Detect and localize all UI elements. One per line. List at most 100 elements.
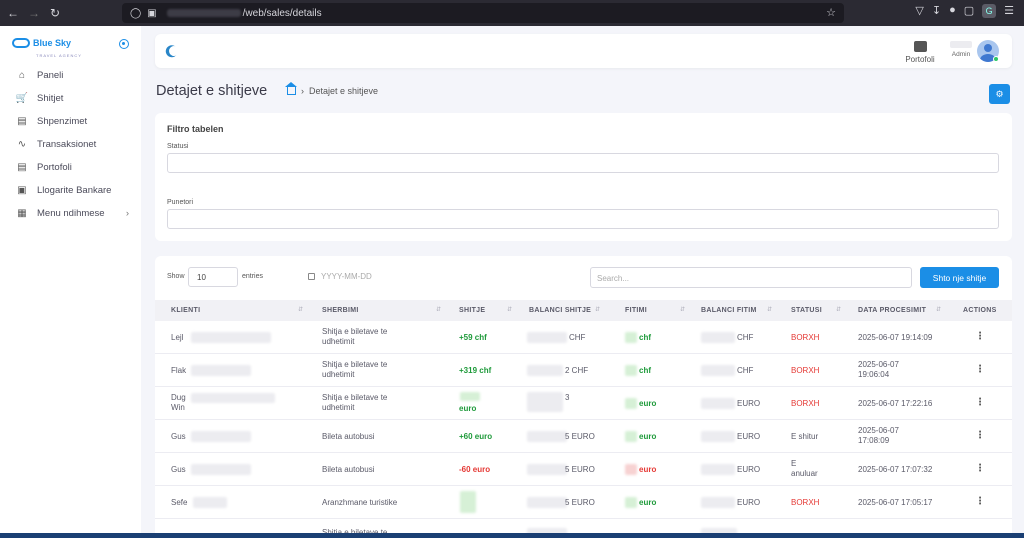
sidebar-menu: ⌂ Paneli 🛒 Shitjet ▤ Shpenzimet ∿ Transa… bbox=[0, 64, 141, 225]
blurred-amount bbox=[701, 431, 735, 442]
column-header-profit[interactable]: FITIMI bbox=[625, 307, 648, 314]
blurred-amount bbox=[625, 497, 637, 508]
row-actions-icon[interactable]: ⋮ bbox=[975, 496, 985, 507]
row-actions-icon[interactable]: ⋮ bbox=[975, 463, 985, 474]
forward-icon[interactable]: → bbox=[28, 6, 40, 20]
blurred-amount bbox=[625, 431, 637, 442]
sort-icon[interactable]: ⇵ bbox=[936, 307, 942, 313]
status-select[interactable] bbox=[167, 153, 999, 173]
cell-service: Shitja e biletave te udhetimit bbox=[322, 327, 388, 346]
menu-icon[interactable]: ☰ bbox=[1004, 5, 1014, 17]
wallet-button[interactable]: Portofoli bbox=[900, 39, 940, 64]
chevron-right-icon: › bbox=[125, 208, 129, 219]
blurred-client-name bbox=[193, 497, 227, 508]
blurred-amount bbox=[701, 398, 735, 409]
sort-icon[interactable]: ⇵ bbox=[680, 307, 686, 313]
blurred-client-name bbox=[191, 332, 271, 343]
filter-card: Filtro tabelen Statusi Punetori bbox=[155, 113, 1012, 241]
column-header-sale-balance[interactable]: BALANCI SHITJE bbox=[529, 307, 592, 314]
blurred-amount bbox=[527, 464, 567, 475]
date-filter-input[interactable]: YYYY-MM-DD bbox=[308, 272, 372, 281]
user-info[interactable]: Admin bbox=[947, 41, 975, 58]
sidebar-item-llogarite-bankare[interactable]: ▣ Llogarite Bankare bbox=[0, 179, 141, 202]
cell-profit-balance: CHF bbox=[737, 366, 754, 375]
account-icon[interactable]: G bbox=[982, 4, 997, 18]
column-header-client[interactable]: KLIENTI bbox=[171, 307, 201, 314]
worker-select[interactable] bbox=[167, 209, 999, 229]
cell-sale-balance: 5 EURO bbox=[565, 498, 595, 507]
column-header-service[interactable]: SHERBIMI bbox=[322, 307, 359, 314]
cell-date: 2025-06-07 17:05:17 bbox=[858, 498, 933, 507]
address-bar[interactable]: ◯ ▣ /web/sales/details ☆ bbox=[122, 3, 844, 23]
reload-icon[interactable]: ↻ bbox=[49, 6, 61, 20]
shield-icon: ◯ bbox=[130, 7, 142, 19]
cell-client: Lejl bbox=[171, 333, 184, 342]
blurred-amount bbox=[625, 332, 637, 343]
gear-icon: ⚙ bbox=[995, 88, 1004, 99]
breadcrumb: › Detajet e shitjeve bbox=[285, 82, 379, 96]
home-icon[interactable] bbox=[285, 82, 297, 95]
cell-profit-balance: EURO bbox=[737, 465, 761, 474]
cell-client: Sefe bbox=[171, 498, 188, 507]
blurred-client-name bbox=[191, 365, 251, 376]
sidebar-toggle-icon[interactable] bbox=[119, 39, 129, 49]
cell-profit-balance: EURO bbox=[737, 432, 761, 441]
sidebar-item-portofoli[interactable]: ▤ Portofoli bbox=[0, 156, 141, 179]
row-actions-icon[interactable]: ⋮ bbox=[975, 430, 985, 441]
add-sale-button[interactable]: Shto nje shitje bbox=[920, 267, 999, 288]
row-actions-icon[interactable]: ⋮ bbox=[975, 397, 985, 408]
extension-icon[interactable]: ● bbox=[949, 4, 956, 16]
row-actions-icon[interactable]: ⋮ bbox=[975, 364, 985, 375]
blurred-amount bbox=[701, 464, 735, 475]
table-row: Lejl Shitja e biletave te udhetimit +59 … bbox=[155, 321, 1012, 354]
cell-profit-balance: EURO bbox=[737, 498, 761, 507]
top-header: Portofoli Admin bbox=[155, 34, 1012, 68]
back-icon[interactable]: ← bbox=[7, 6, 19, 20]
column-header-profit-balance[interactable]: BALANCI FITIM bbox=[701, 307, 757, 314]
show-label: Show bbox=[167, 273, 185, 280]
sidebar-item-menu-ndihmese[interactable]: ▦ Menu ndihmese › bbox=[0, 202, 141, 225]
column-header-date[interactable]: DATA PROCESIMIT bbox=[858, 307, 927, 314]
bookmark-star-icon[interactable]: ☆ bbox=[826, 7, 836, 19]
filter-title: Filtro tabelen bbox=[167, 124, 224, 134]
status-badge: E anuluar bbox=[791, 459, 818, 478]
column-header-sale[interactable]: SHITJE bbox=[459, 307, 486, 314]
user-role: Admin bbox=[951, 51, 971, 58]
sort-icon[interactable]: ⇵ bbox=[767, 307, 773, 313]
bank-icon: ▣ bbox=[17, 185, 27, 196]
sort-icon[interactable]: ⇵ bbox=[436, 307, 442, 313]
column-header-status[interactable]: STATUSI bbox=[791, 307, 823, 314]
sidebar-item-paneli[interactable]: ⌂ Paneli bbox=[0, 64, 141, 87]
search-input[interactable]: Search... bbox=[590, 267, 912, 288]
sidebar-item-label: Paneli bbox=[37, 70, 64, 81]
row-actions-icon[interactable]: ⋮ bbox=[975, 331, 985, 342]
blurred-amount bbox=[527, 365, 563, 376]
cell-date: 2025-06-07 19:06:04 bbox=[858, 360, 899, 379]
breadcrumb-current: Detajet e shitjeve bbox=[309, 86, 379, 96]
worker-label: Punetori bbox=[167, 199, 194, 206]
dark-mode-icon[interactable] bbox=[168, 45, 181, 58]
cell-profit: euro bbox=[639, 432, 657, 441]
cell-client: Dug Win bbox=[171, 393, 186, 412]
sort-icon[interactable]: ⇵ bbox=[298, 307, 304, 313]
blurred-amount bbox=[701, 497, 735, 508]
puzzle-icon[interactable]: ▢ bbox=[963, 5, 975, 17]
cell-service: Shitja e biletave te udhetimit bbox=[322, 393, 388, 412]
brand-logo[interactable]: Blue Sky bbox=[12, 38, 71, 48]
bag-icon: ▤ bbox=[17, 116, 27, 127]
entries-per-page-input[interactable]: 10 bbox=[188, 267, 238, 287]
sort-icon[interactable]: ⇵ bbox=[595, 307, 601, 313]
sidebar-item-transaksionet[interactable]: ∿ Transaksionet bbox=[0, 133, 141, 156]
activity-icon: ∿ bbox=[17, 139, 27, 150]
status-badge: BORXH bbox=[791, 333, 820, 342]
settings-button[interactable]: ⚙ bbox=[989, 84, 1010, 104]
sidebar-item-shpenzimet[interactable]: ▤ Shpenzimet bbox=[0, 110, 141, 133]
sort-icon[interactable]: ⇵ bbox=[507, 307, 513, 313]
home-icon: ⌂ bbox=[18, 70, 26, 81]
sidebar-item-shitjet[interactable]: 🛒 Shitjet bbox=[0, 87, 141, 110]
sort-icon[interactable]: ⇵ bbox=[836, 307, 842, 313]
online-status-icon bbox=[993, 56, 999, 62]
pocket-icon[interactable]: ▽ bbox=[915, 5, 924, 17]
download-icon[interactable]: ↧ bbox=[931, 5, 942, 17]
table-header: KLIENTI ⇵ SHERBIMI ⇵ SHITJE ⇵ BALANCI SH… bbox=[155, 300, 1012, 321]
